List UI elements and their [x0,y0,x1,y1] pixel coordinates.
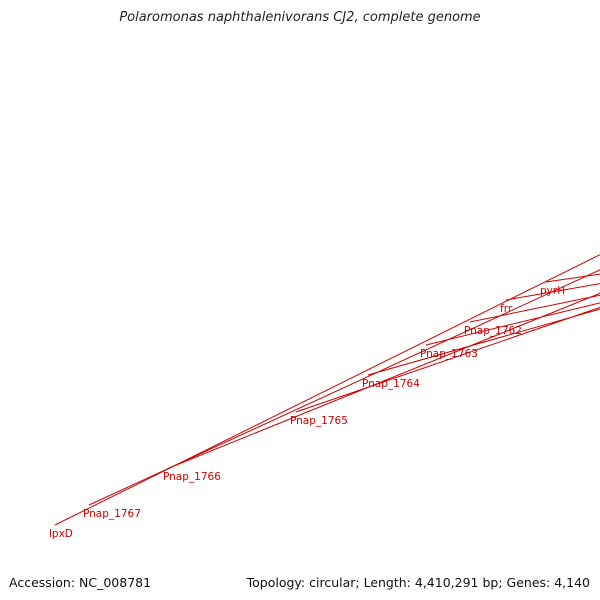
gene-label-5[interactable]: Pnap_1765 [290,415,348,427]
gene-label-3[interactable]: Pnap_1763 [420,348,478,360]
gene-label-leaders [54,254,600,526]
gene-labels[interactable]: pyrH frr Pnap_1762 Pnap_1763 Pnap_1764 Pnap_1… [49,285,565,540]
gene-label-1[interactable]: frr [500,303,513,315]
gene-label-2[interactable]: Pnap_1762 [464,325,522,337]
gene-label-6[interactable]: Pnap_1766 [163,471,221,483]
accession-text: Accession: NC_008781 [9,575,152,590]
gene-label-4[interactable]: Pnap_1764 [362,378,420,390]
gene-label-8[interactable]: lpxD [49,528,73,540]
gene-label-7[interactable]: Pnap_1767 [83,508,141,520]
gene-label-0[interactable]: pyrH [540,285,565,297]
map-title: Polaromonas naphthalenivorans CJ2, compl… [119,10,481,25]
genome-summary-text: Topology: circular; Length: 4,410,291 bp… [246,575,590,590]
